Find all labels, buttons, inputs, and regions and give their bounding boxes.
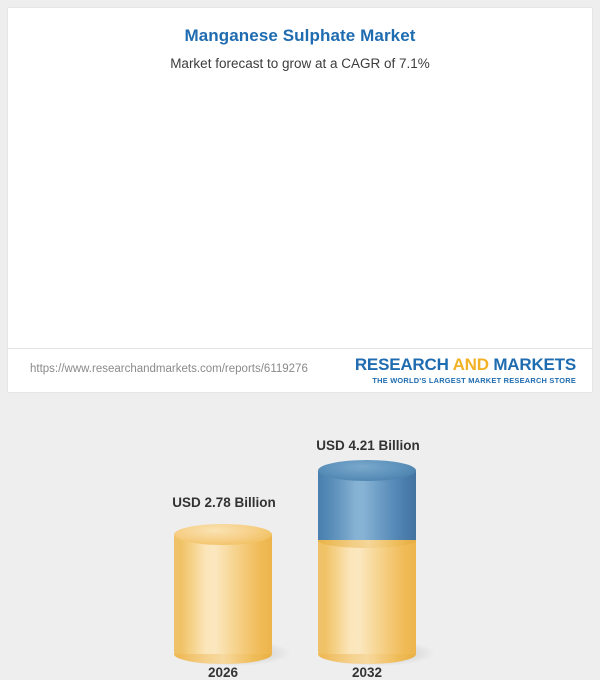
bar-value-label-2032: USD 4.21 Billion: [316, 438, 420, 453]
bar-value-label-2026: USD 2.78 Billion: [172, 495, 276, 510]
bar-category-label-2032: 2032: [351, 665, 383, 680]
brand-word-research: RESEARCH: [354, 355, 449, 374]
footer: https://www.researchandmarkets.com/repor…: [8, 348, 592, 392]
plot-area: USD 2.78 Billion 2026 USD 4.21 Billion: [8, 8, 592, 680]
brand-logo[interactable]: RESEARCH AND MARKETS THE WORLD'S LARGEST…: [355, 356, 576, 386]
bar-top-cap-2026: [174, 524, 272, 545]
chart-subtitle: Market forecast to grow at a CAGR of 7.1…: [170, 56, 430, 71]
report-url-link[interactable]: https://www.researchandmarkets.com/repor…: [30, 363, 308, 375]
chart-title: Manganese Sulphate Market: [184, 26, 416, 45]
infographic-card: Manganese Sulphate Market Market forecas…: [8, 8, 592, 680]
brand-tagline: THE WORLD'S LARGEST MARKET RESEARCH STOR…: [372, 376, 576, 385]
brand-word-markets: MARKETS: [493, 355, 576, 374]
bar-body-2026: [174, 534, 272, 654]
bar-top-cap-2032: [318, 460, 416, 481]
brand-wordmark: RESEARCH AND MARKETS: [355, 356, 576, 374]
brand-word-and: AND: [452, 355, 489, 374]
bar-body-base-2032: [318, 540, 416, 654]
